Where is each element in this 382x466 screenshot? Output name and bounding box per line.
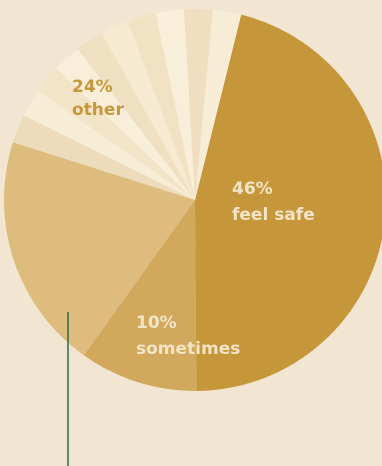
pie-slice-1	[83, 200, 197, 392]
pie-slice-10	[155, 9, 195, 201]
pie-slice-5	[38, 68, 196, 200]
label-other-pct: 24%	[72, 77, 113, 97]
pie-slice-2	[3, 142, 195, 356]
pie-slice-9	[127, 13, 195, 201]
label-sometimes-pct: 10%	[136, 313, 177, 333]
pie-slices	[3, 9, 382, 392]
pie-slice-8	[101, 21, 195, 201]
label-feel-safe-pct: 46%	[232, 179, 273, 199]
pie-slice-12	[195, 9, 242, 201]
label-sometimes-text: sometimes	[136, 339, 240, 359]
pie-slice-3	[12, 115, 195, 200]
pie-slice-4	[23, 90, 196, 200]
label-other-text: other	[72, 100, 124, 120]
pie-slice-0	[195, 14, 382, 391]
pie-slice-7	[77, 33, 195, 200]
label-feel-safe-text: feel safe	[232, 205, 315, 225]
pie-slice-11	[184, 9, 213, 201]
pie-slice-6	[56, 49, 195, 200]
